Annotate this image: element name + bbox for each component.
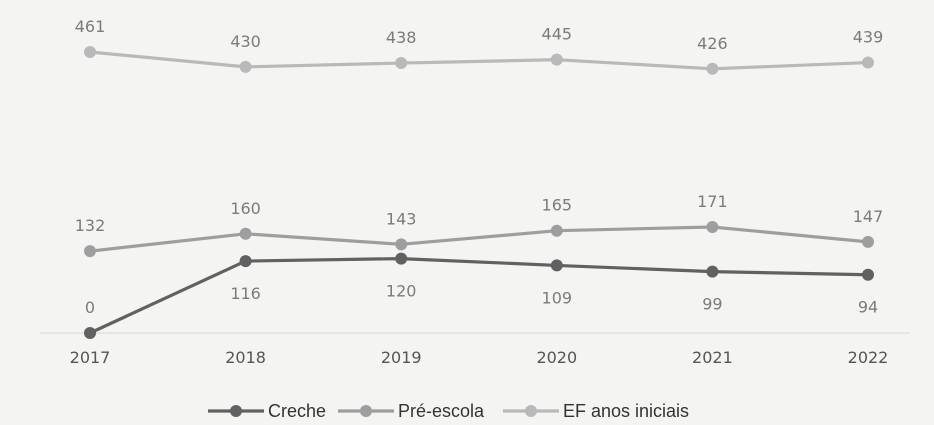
data-point <box>395 238 408 251</box>
data-point <box>395 57 408 70</box>
series-1: 132 160 143 165 171 147 <box>75 192 884 258</box>
series-line-1 <box>89 225 869 253</box>
data-point <box>706 62 719 75</box>
data-point <box>84 245 96 258</box>
data-label: 109 <box>542 288 573 307</box>
series-layer: 461 430 438 445 426 439 132 160 143 165 171 147 0 116… <box>75 17 884 339</box>
data-label: 116 <box>230 284 261 303</box>
data-label: 426 <box>697 34 728 53</box>
data-label: 120 <box>386 282 417 301</box>
data-label: 99 <box>702 295 722 314</box>
data-label: 160 <box>230 199 261 218</box>
legend-label: Creche <box>268 401 326 421</box>
data-label: 165 <box>542 196 573 215</box>
data-point <box>862 268 874 281</box>
data-point <box>550 53 563 66</box>
x-tick-label: 2018 <box>225 348 266 367</box>
data-point <box>239 60 252 73</box>
series-line-2 <box>89 50 869 71</box>
data-point <box>395 252 408 265</box>
data-point <box>550 259 563 272</box>
data-point <box>84 327 96 339</box>
series-0: 0 116 120 109 99 94 <box>84 252 878 339</box>
legend-label: EF anos iniciais <box>563 401 689 421</box>
data-point <box>239 255 252 268</box>
data-label: 430 <box>230 32 261 51</box>
legend-label: Pré-escola <box>398 401 485 421</box>
data-label: 94 <box>858 298 878 317</box>
data-label: 445 <box>542 25 573 44</box>
legend-swatch-marker <box>360 405 372 417</box>
legend-item: Pré-escola <box>338 401 485 421</box>
data-label: 0 <box>85 298 95 317</box>
data-label: 147 <box>853 207 884 226</box>
data-label: 143 <box>386 209 417 228</box>
data-label: 132 <box>75 216 106 235</box>
data-point <box>862 56 874 69</box>
data-point <box>862 235 874 248</box>
data-point <box>550 224 563 237</box>
series-line-0 <box>89 257 869 335</box>
legend: Creche Pré-escola EF anos iniciais <box>208 401 689 421</box>
x-tick-label: 2022 <box>848 348 889 367</box>
legend-item: Creche <box>208 401 326 421</box>
x-tick-layer: 2017 2018 2019 2020 2021 2022 <box>70 348 889 367</box>
x-tick-label: 2020 <box>536 348 577 367</box>
data-label: 461 <box>75 17 106 36</box>
data-label: 439 <box>853 28 884 47</box>
data-label: 171 <box>697 192 728 211</box>
data-label: 438 <box>386 28 417 47</box>
data-point <box>239 227 252 240</box>
legend-item: EF anos iniciais <box>503 401 689 421</box>
x-tick-label: 2021 <box>692 348 733 367</box>
data-point <box>84 46 96 58</box>
legend-swatch-marker <box>525 405 537 417</box>
series-2: 461 430 438 445 426 439 <box>75 17 884 75</box>
x-tick-label: 2017 <box>70 348 111 367</box>
data-point <box>706 265 719 278</box>
data-point <box>706 220 719 233</box>
legend-swatch-marker <box>230 405 242 417</box>
x-tick-label: 2019 <box>381 348 422 367</box>
